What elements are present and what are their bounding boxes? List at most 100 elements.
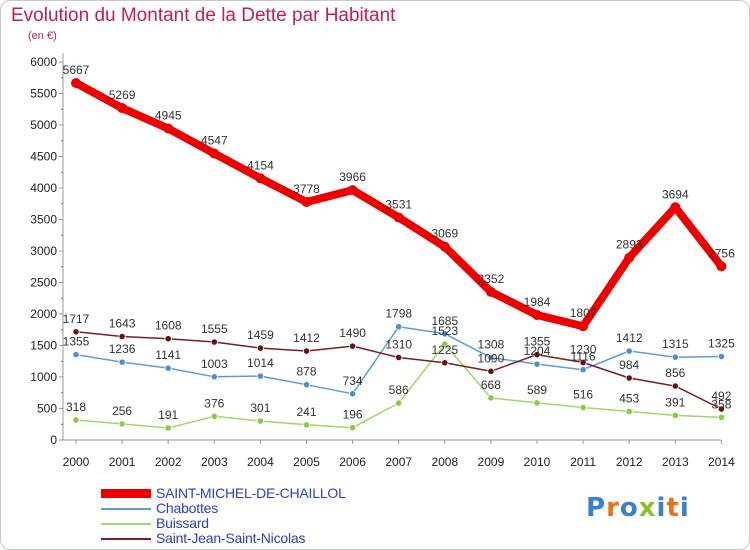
data-label: 878 (296, 365, 316, 379)
data-label: 1003 (201, 357, 228, 371)
data-label: 1523 (431, 324, 458, 338)
data-point (209, 148, 220, 159)
data-point (348, 342, 357, 350)
x-tick-label: 2013 (662, 455, 689, 469)
x-tick-label: 2008 (431, 455, 458, 469)
data-point (164, 424, 172, 432)
data-label: 1608 (155, 319, 182, 333)
data-label: 1459 (247, 328, 274, 342)
data-point (210, 373, 218, 381)
data-point (716, 261, 727, 272)
data-point (671, 353, 679, 361)
x-tick-label: 2000 (63, 455, 90, 469)
y-tick-label: 1000 (30, 370, 57, 384)
data-point (578, 321, 589, 332)
data-label: 318 (66, 400, 86, 414)
legend-label: Chabottes (156, 500, 219, 516)
data-point (255, 173, 266, 184)
x-tick-label: 2001 (109, 455, 136, 469)
data-label: 5269 (109, 88, 136, 102)
data-label: 4945 (155, 108, 182, 122)
data-label: 241 (296, 405, 316, 419)
data-label: 1643 (109, 316, 136, 330)
data-point (72, 351, 80, 359)
legend-swatch (101, 538, 151, 540)
chart-unit: (en €) (28, 30, 57, 42)
data-label: 376 (204, 396, 224, 410)
data-point (487, 394, 495, 402)
data-point (118, 420, 126, 428)
legend-swatch (101, 508, 151, 510)
data-label: 1141 (155, 348, 181, 362)
data-point (395, 353, 403, 362)
data-label: 668 (481, 378, 501, 392)
x-tick-label: 2003 (201, 455, 228, 469)
x-tick-label: 2011 (570, 455, 596, 469)
data-point (625, 374, 633, 382)
data-point (717, 405, 726, 413)
data-point (256, 344, 264, 352)
y-tick-label: 3500 (30, 213, 57, 227)
data-point (348, 424, 357, 432)
data-label: 4547 (201, 134, 228, 148)
logo-letter: r (606, 493, 620, 523)
data-label: 3966 (339, 170, 366, 184)
y-tick-label: 1500 (30, 339, 57, 353)
data-point (395, 323, 403, 331)
data-point (302, 347, 311, 355)
data-label: 1355 (524, 335, 551, 349)
y-tick-label: 2500 (30, 276, 57, 290)
legend-label: Saint-Jean-Saint-Nicolas (156, 530, 306, 546)
logo-letter: i (656, 493, 667, 523)
data-label: 1236 (109, 342, 136, 356)
data-point (625, 347, 633, 355)
y-tick-label: 4000 (30, 181, 57, 195)
y-tick-label: 3000 (30, 244, 57, 258)
data-label: 196 (343, 408, 363, 422)
data-point (441, 359, 449, 367)
data-point (441, 340, 449, 348)
data-label: 3069 (431, 227, 458, 241)
proxiti-logo: Proxiti (586, 493, 690, 523)
data-label: 2893 (616, 238, 643, 252)
data-point (347, 185, 358, 196)
data-point (487, 353, 495, 362)
data-point (71, 77, 81, 88)
data-label: 1310 (385, 337, 412, 351)
data-label: 1230 (570, 343, 597, 357)
data-label: 586 (389, 383, 409, 397)
data-point (533, 399, 541, 407)
data-label: 358 (711, 397, 731, 411)
data-point (487, 367, 495, 375)
data-label: 1116 (571, 350, 596, 364)
x-tick-label: 2009 (478, 455, 505, 469)
x-tick-label: 2004 (247, 455, 274, 469)
data-point (532, 310, 542, 321)
logo-letter: i (679, 493, 690, 523)
legend-label: Buissard (156, 515, 209, 531)
data-point (163, 123, 174, 134)
data-label: 1308 (478, 338, 505, 352)
data-point (393, 212, 404, 223)
data-point (671, 411, 679, 419)
data-label: 1798 (385, 307, 412, 321)
data-label: 3778 (293, 182, 320, 196)
x-tick-label: 2012 (616, 455, 643, 469)
legend-label: SAINT-MICHEL-DE-CHAILLOL (156, 485, 346, 501)
y-tick-label: 500 (37, 402, 57, 416)
data-point (118, 358, 126, 366)
data-point (485, 286, 496, 297)
data-point (624, 252, 635, 263)
data-label: 1807 (570, 306, 597, 320)
x-tick-label: 2006 (339, 455, 366, 469)
data-label: 1014 (247, 356, 274, 370)
data-label: 1315 (662, 337, 689, 351)
data-point (441, 330, 449, 338)
data-label: 191 (158, 408, 178, 422)
legend-swatch (101, 489, 151, 498)
data-label: 1685 (431, 314, 458, 328)
data-point (210, 412, 218, 420)
data-point (439, 241, 450, 252)
